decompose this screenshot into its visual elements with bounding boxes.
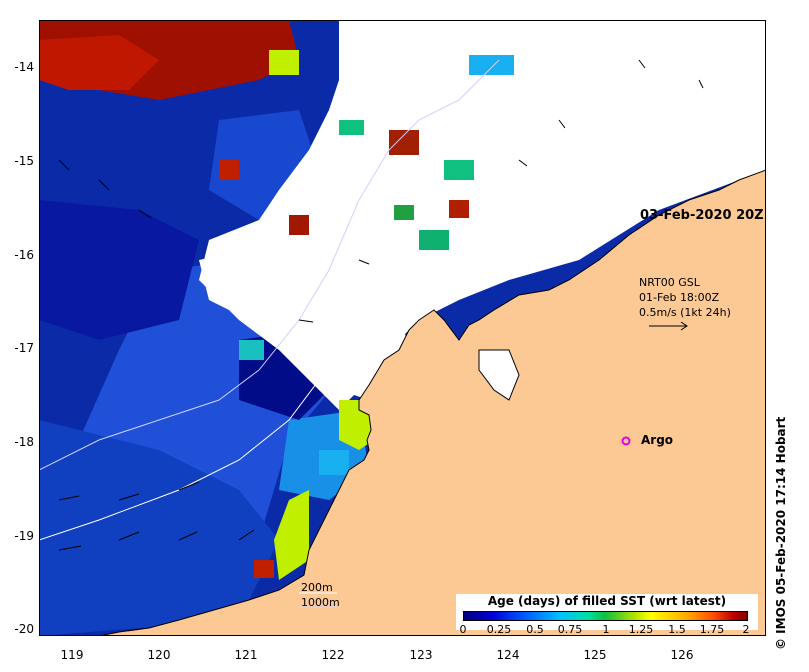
cloud-patch-3 (339, 310, 409, 400)
sst-yellow-patch-3 (274, 490, 309, 580)
land-mass (98, 169, 766, 636)
sst-cyan-patch-2 (319, 450, 349, 475)
current-vector (358, 259, 370, 265)
sst-teal-patch-2 (419, 230, 449, 250)
legend-tick: 1.75 (699, 623, 725, 636)
date-label: 03-Feb-2020 20Z (640, 208, 764, 223)
y-axis-label: -16 (14, 248, 34, 262)
sst-cyan-patch-4 (239, 340, 264, 360)
depth-legend-200m: 200m (301, 581, 333, 594)
depth-contour-200m (39, 379, 320, 541)
sst-old-data-patch-7 (289, 215, 309, 235)
sst-yellow-patch-1 (269, 50, 299, 75)
legend-tick: 1 (602, 623, 610, 636)
current-vector (178, 531, 198, 541)
y-axis-label: -20 (14, 622, 34, 636)
argo-float-marker (621, 436, 631, 446)
sst-old-data-patch-2 (39, 35, 159, 90)
legend-tick: 0 (459, 623, 467, 636)
current-source-label: NRT00 GSL (639, 276, 700, 289)
current-vector (118, 493, 140, 501)
sst-age-legend: Age (days) of filled SST (wrt latest) 0 … (456, 594, 758, 636)
y-axis-label: -14 (14, 60, 34, 74)
sst-map: 03-Feb-2020 20Z NRT00 GSL 01-Feb 18:00Z … (39, 20, 766, 636)
sst-old-data-patch-6 (254, 560, 274, 578)
legend-tick: 1.5 (668, 623, 686, 636)
x-axis-label: 119 (60, 648, 84, 662)
x-axis-label: 123 (409, 648, 433, 662)
depth-legend-1000m: 1000m (301, 596, 340, 609)
x-axis-label: 125 (583, 648, 607, 662)
x-axis-label: 122 (321, 648, 345, 662)
cloud-no-data-region (199, 20, 766, 410)
argo-label: Argo (641, 433, 674, 447)
current-vector (58, 159, 70, 171)
current-vector (58, 545, 82, 551)
current-vectors (58, 59, 704, 551)
x-axis-label: 121 (234, 648, 258, 662)
sst-mid-blue-region (39, 420, 279, 636)
current-vector (698, 79, 704, 89)
current-vector (298, 319, 314, 323)
sst-cyan-patch-1 (469, 55, 514, 75)
sst-old-data-patch-4 (389, 130, 419, 155)
legend-tick: 0.25 (486, 623, 512, 636)
y-axis-label: -17 (14, 341, 34, 355)
current-scale-label: 0.5m/s (1kt 24h) (639, 306, 731, 319)
current-scale-arrowhead (680, 321, 688, 331)
x-axis-label: 124 (496, 648, 520, 662)
legend-title: Age (days) of filled SST (wrt latest) (487, 594, 727, 608)
sst-teal-patch-1 (444, 160, 474, 180)
x-axis-label: 120 (147, 648, 171, 662)
current-vector (558, 119, 566, 129)
y-axis-label: -15 (14, 154, 34, 168)
sst-old-data-patch-3 (219, 160, 239, 180)
sst-green-patch (394, 205, 414, 220)
current-vector (58, 495, 80, 501)
legend-tick: 2 (742, 623, 750, 636)
y-axis-label: -18 (14, 435, 34, 449)
current-vector (238, 529, 255, 541)
current-vector (98, 179, 110, 191)
y-axis-label: -19 (14, 529, 34, 543)
current-vector (118, 531, 140, 541)
current-time-label: 01-Feb 18:00Z (639, 291, 720, 304)
bay-water (478, 349, 520, 401)
sst-old-data-patch-5 (449, 200, 469, 218)
sst-teal-patch-3 (339, 120, 364, 135)
current-vector (518, 159, 528, 167)
current-vector (178, 481, 200, 491)
current-vector (638, 59, 646, 69)
legend-tick: 0.5 (526, 623, 544, 636)
current-vector (138, 209, 152, 219)
x-axis-label: 126 (670, 648, 694, 662)
legend-tick: 0.75 (557, 623, 583, 636)
legend-colorbar (463, 611, 748, 621)
legend-tick: 1.25 (628, 623, 654, 636)
imos-credit: © IMOS 05-Feb-2020 17:14 Hobart (774, 416, 788, 650)
sst-dark-blue-region (39, 200, 199, 340)
depth-contour-1000m (39, 59, 500, 471)
cloud-patch-2 (199, 245, 339, 340)
